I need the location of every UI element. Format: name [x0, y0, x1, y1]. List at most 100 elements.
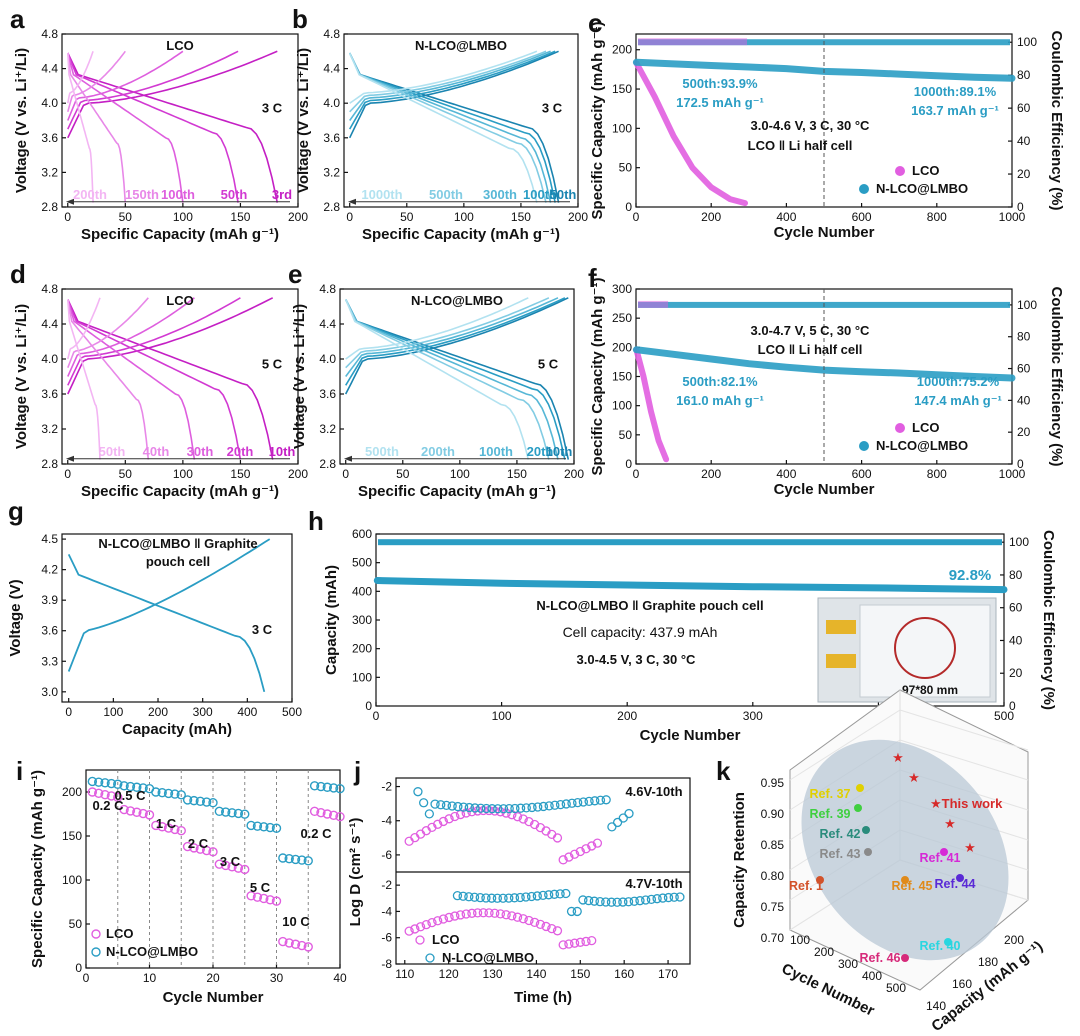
rate-point-N-LCO@LMBO [290, 854, 301, 865]
y-tick-label: 160 [952, 977, 972, 991]
x-tick-label: 800 [927, 467, 947, 481]
logd-point-NLCO-bottom [601, 897, 611, 907]
rate-point-LCO [151, 820, 161, 831]
logd-point-NLCO-top [458, 802, 469, 812]
panel-b: b 0 50 100 150 200 2.8 3.2 3.6 4.0 4.4 4.8 N-LCO@LMB… [292, 4, 588, 243]
logd-point-NLCO-top [424, 809, 434, 819]
y-axis-title: Capacity (mAh) [323, 565, 340, 675]
ref-point [864, 848, 872, 856]
discharge-curve-100th [348, 52, 556, 203]
ce-band [378, 539, 1002, 546]
logd-point-NLCO-top [533, 802, 543, 812]
logd-point-LCO-top [569, 849, 580, 859]
rate-point-LCO [163, 823, 174, 833]
x-tick-label: 30 [270, 971, 284, 985]
y-tick-label: 140 [926, 999, 946, 1013]
rate-point-LCO [290, 939, 301, 949]
charge-curve-50th [348, 50, 559, 139]
rate-label: 5 C [262, 357, 283, 372]
rate-point-LCO [303, 942, 313, 952]
logd-point-LCO-top [472, 806, 483, 816]
y-tick-label: 50 [619, 161, 633, 175]
x-tick-label: 120 [439, 967, 459, 981]
cycle-label: 30th [187, 444, 214, 459]
x-tick-label: 150 [570, 967, 590, 981]
logd-point-NLCO-bottom [566, 906, 577, 917]
rate-point-LCO [87, 787, 98, 797]
logd-point-NLCO-top [470, 803, 480, 813]
logd-point-NLCO-top [573, 797, 583, 808]
panel-letter: a [10, 4, 25, 34]
logd-point-LCO-bottom [547, 923, 557, 934]
this-work-label: ★This work [930, 796, 1003, 811]
logd-point-NLCO-bottom [578, 895, 588, 905]
x-tick-label: 0 [633, 467, 640, 481]
x-tick-label: 100 [454, 210, 474, 224]
rate-label: 0.2 C [92, 798, 124, 813]
logd-point-LCO-top [450, 811, 460, 822]
logd-point-LCO-top [495, 807, 506, 817]
ref-label: Ref. 44 [935, 877, 976, 891]
legend-label: LCO [432, 932, 459, 947]
logd-point-NLCO-top [481, 803, 492, 814]
logd-point-NLCO-top [561, 799, 571, 809]
rate-point-N-LCO@LMBO [170, 789, 180, 799]
rate-label: 5 C [538, 357, 559, 372]
y-tick-label: 600 [352, 527, 372, 541]
ref-label: Ref. 43 [820, 847, 861, 861]
panel-e: e 0 50 100 150 200 2.8 3.2 3.6 4.0 4.4 4.8 N-LCO@LMB… [288, 259, 584, 500]
x-tick-label: 0 [373, 709, 380, 723]
discharge-curve-500th [344, 299, 530, 460]
rate-point-N-LCO@LMBO [113, 779, 123, 789]
x-tick-label: 600 [852, 467, 872, 481]
charge-curve-500th [345, 297, 529, 360]
rate-point-LCO [328, 810, 339, 821]
rate-point-N-LCO@LMBO [189, 795, 199, 806]
ref-label: Ref. 46 [860, 951, 901, 965]
charge-curve-10th [344, 297, 569, 395]
rate-point-N-LCO@LMBO [246, 820, 256, 831]
y-tick-label: 500 [352, 556, 372, 570]
logd-point-LCO-bottom [581, 936, 591, 947]
y-tick-label: 300 [352, 613, 372, 627]
logd-point-LCO-bottom [490, 908, 500, 918]
x-tick-label: 300 [743, 709, 763, 723]
logd-point-LCO-top [444, 814, 454, 824]
y-tick-label: 100 [352, 670, 372, 684]
discharge-curve-200th [344, 299, 550, 460]
legend-marker [415, 935, 425, 945]
annotation: N-LCO@LMBO ‖ Graphite pouch cell [536, 598, 763, 613]
logd-point-LCO-bottom [438, 914, 449, 924]
rate-point-N-LCO@LMBO [195, 796, 206, 807]
rate-point-N-LCO@LMBO [132, 782, 142, 792]
logd-point-LCO-bottom [495, 909, 506, 919]
logd-point-NLCO-top [555, 799, 566, 810]
logd-point-NLCO-top [521, 803, 531, 813]
y-tick-label: 200 [612, 43, 632, 57]
logd-point-NLCO-top [584, 796, 594, 807]
y-tick-label: 300 [612, 282, 632, 296]
rate-point-LCO [113, 792, 123, 802]
cycle-label: 10th [546, 444, 573, 459]
annotation: 161.0 mAh g⁻¹ [676, 393, 764, 408]
logd-point-NLCO-bottom [469, 892, 480, 902]
tab-top [826, 620, 856, 634]
ref-label: Ref. 1 [789, 879, 823, 893]
cycle-label: 100th [161, 187, 195, 202]
rate-point-N-LCO@LMBO [240, 809, 250, 819]
grid-line [899, 709, 1029, 751]
legend-label: N-LCO@LMBO [876, 438, 968, 453]
plot-frame [61, 288, 299, 465]
y-tick-label: 4.8 [323, 27, 340, 41]
y-tick-label: 3.6 [41, 624, 58, 638]
y-tick-label: 4.4 [319, 317, 336, 331]
discharge-curve-10th [344, 299, 570, 460]
plot-frame [343, 33, 579, 208]
rate-point-LCO [182, 841, 193, 852]
y2-tick-label: 20 [1017, 167, 1031, 181]
panel-title: N-LCO@LMBO [411, 293, 503, 308]
logd-point-NLCO-top [601, 795, 611, 805]
logd-point-LCO-bottom [478, 908, 488, 918]
legend-marker [91, 929, 101, 939]
charge-curve-200th [67, 51, 94, 104]
